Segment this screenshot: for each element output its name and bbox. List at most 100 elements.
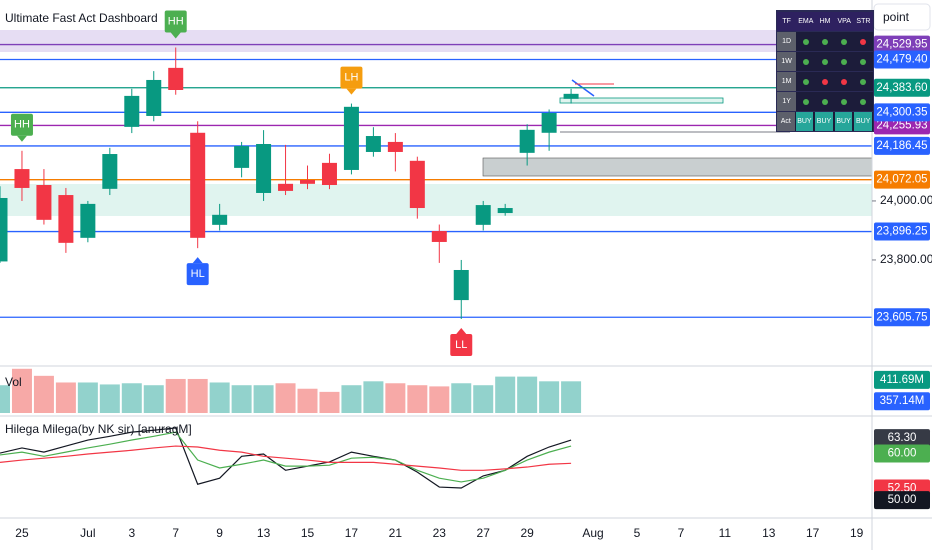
price-label-bg — [874, 491, 930, 510]
status-dot — [822, 78, 828, 85]
volume-bar — [341, 385, 362, 413]
timeframe-cell: 1M — [777, 72, 797, 91]
header-cell: VPA — [837, 18, 851, 25]
price-label: 24,255.93 — [876, 119, 927, 131]
volume-bar — [33, 375, 54, 413]
volume-bar — [319, 391, 340, 413]
candle-body — [453, 269, 469, 301]
status-cell — [854, 92, 873, 111]
price-label: 24,072.05 — [876, 174, 927, 186]
pivot-box — [340, 66, 363, 89]
price-label: 23,605.75 — [876, 311, 927, 323]
candle-body — [365, 136, 381, 152]
y-tick-label: 24,000.00 — [880, 193, 932, 207]
candle-body — [58, 195, 74, 243]
price-label: 24,383.60 — [876, 82, 927, 94]
x-tick-label: 5 — [634, 526, 641, 540]
indicator-line — [0, 431, 572, 483]
timeframe-cell: 1D — [777, 32, 797, 51]
price-label: 24,186.45 — [876, 140, 927, 152]
dashboard-row: 1Y — [777, 91, 873, 111]
status-cell — [835, 72, 854, 91]
pivot-box — [164, 10, 187, 33]
candle-body — [387, 141, 403, 152]
volume-bar — [231, 385, 252, 413]
zone-box — [559, 97, 724, 104]
candle-body — [80, 203, 96, 238]
axis-unit-box[interactable] — [873, 3, 931, 31]
dashboard-table: TF EMA HM VPA STR 1D 1W 1M 1Y Act BUY BUY BUY BUY — [776, 10, 874, 132]
candle-body — [36, 185, 52, 220]
status-cell — [796, 72, 815, 91]
volume-bar — [187, 378, 208, 413]
x-tick-label: Jul — [80, 526, 95, 540]
price-label: 411.69M — [880, 374, 924, 386]
zone-band — [0, 184, 872, 216]
x-tick-label: 17 — [345, 526, 359, 540]
candle-body — [146, 79, 162, 116]
candle-body — [343, 106, 359, 170]
volume-bar — [407, 385, 428, 413]
price-label-bg — [874, 170, 930, 189]
candle-body — [431, 231, 447, 242]
status-cell — [835, 32, 854, 51]
status-cell — [796, 32, 815, 51]
x-tick-label: 7 — [172, 526, 179, 540]
volume-bar — [429, 386, 450, 413]
x-tick-label: 15 — [301, 526, 315, 540]
volume-bar — [275, 383, 296, 413]
volume-bar — [165, 378, 186, 413]
volume-bar — [561, 381, 582, 413]
volume-bar — [209, 382, 230, 413]
status-dot — [841, 38, 848, 45]
x-tick-label: 3 — [128, 526, 135, 540]
candle-body — [234, 146, 250, 168]
volume-bar — [363, 381, 384, 413]
action-label: Act — [777, 112, 795, 131]
pivot-label: HH — [168, 15, 184, 27]
status-dot — [802, 98, 809, 105]
price-label-bg — [874, 429, 930, 448]
candle-body — [409, 160, 425, 209]
indicator-title: Hilega Milega(by NK sir) [anuragM] — [5, 422, 192, 436]
pivot-label: HH — [14, 119, 30, 131]
x-tick-label: 13 — [257, 526, 271, 540]
status-cell — [796, 92, 815, 111]
x-tick-label: 9 — [216, 526, 223, 540]
status-cell — [854, 32, 873, 51]
status-cell — [815, 92, 834, 111]
price-label-bg — [874, 50, 930, 69]
status-dot — [802, 78, 809, 85]
status-dot — [860, 98, 867, 105]
pivot-box — [10, 113, 33, 136]
timeframe-cell: 1W — [777, 52, 797, 71]
price-label: 23,896.25 — [876, 226, 927, 238]
volume-bar — [253, 385, 274, 413]
status-dot — [860, 78, 867, 85]
price-label: 24,300.35 — [876, 106, 927, 118]
dashboard-header: TF EMA HM VPA STR — [777, 11, 873, 31]
status-dot — [802, 38, 809, 45]
status-cell — [796, 52, 815, 71]
action-cell: BUY — [854, 112, 872, 131]
header-cell: STR — [856, 18, 871, 25]
volume-bar — [77, 382, 98, 413]
status-dot — [841, 98, 848, 105]
price-label: 24,529.95 — [876, 39, 927, 51]
price-label-bg — [874, 370, 930, 389]
volume-bar — [0, 385, 10, 413]
candle-body — [497, 208, 513, 214]
candle-body — [321, 162, 337, 186]
x-tick-label: 11 — [719, 526, 732, 540]
candle-body — [541, 113, 557, 133]
volume-bar — [297, 388, 318, 413]
candle-body — [190, 132, 206, 238]
x-tick-label: Aug — [582, 526, 603, 540]
status-dot — [822, 38, 828, 45]
status-dot — [822, 58, 828, 65]
price-label: 63.30 — [888, 432, 917, 444]
header-cell: EMA — [798, 18, 814, 25]
pivot-label: HL — [191, 268, 205, 280]
dashboard-action-row: Act BUY BUY BUY BUY — [777, 111, 873, 131]
